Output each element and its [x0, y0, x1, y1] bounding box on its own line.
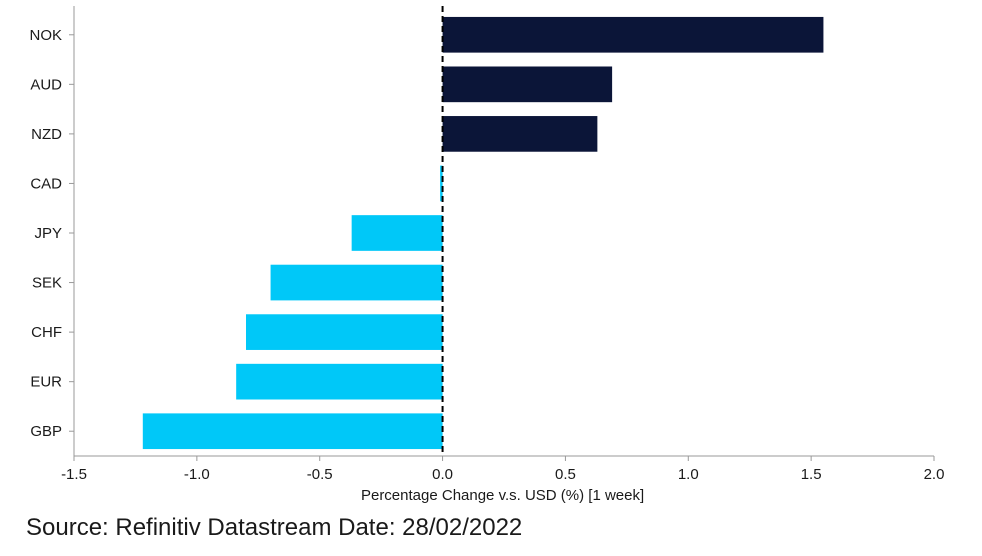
y-tick-label: CHF	[31, 324, 62, 341]
x-tick-label: 1.5	[801, 466, 822, 483]
bar-gbp	[142, 413, 443, 450]
x-tick-labels: -1.5 -1.0 -0.5 0.0 0.5 1.0 1.5 2.0	[61, 456, 944, 483]
bar-aud	[442, 66, 613, 103]
source-note: Source: Refinitiv Datastream Date: 28/02…	[26, 514, 523, 541]
x-tick-label: 2.0	[924, 466, 945, 483]
bar-jpy	[351, 215, 443, 251]
x-tick-label: 0.0	[432, 466, 453, 483]
x-tick-label: -1.5	[61, 466, 87, 483]
bar-chart: NOK AUD NZD CAD JPY SEK CHF EUR GBP -1.5 -1.0 -0.5…	[29, 6, 944, 504]
bar-nzd	[442, 116, 598, 152]
bar-sek	[270, 264, 443, 301]
bar-nok	[442, 16, 824, 53]
y-tick-label: JPY	[34, 225, 62, 242]
y-tick-labels: NOK AUD NZD CAD JPY SEK CHF EUR GBP	[29, 27, 74, 440]
y-tick-label: NZD	[31, 126, 62, 143]
bar-cad	[440, 165, 443, 202]
bar-eur	[236, 363, 443, 400]
x-tick-label: -1.0	[184, 466, 210, 483]
y-tick-label: AUD	[30, 76, 62, 93]
y-tick-label: SEK	[32, 275, 62, 292]
y-tick-label: CAD	[30, 175, 62, 192]
bar-chf	[246, 314, 443, 350]
bars-group	[142, 16, 824, 450]
x-tick-label: -0.5	[307, 466, 333, 483]
y-tick-label: NOK	[29, 27, 62, 44]
y-tick-label: GBP	[30, 423, 62, 440]
y-tick-label: EUR	[30, 374, 62, 391]
x-axis-title: Percentage Change v.s. USD (%) [1 week]	[361, 487, 644, 504]
x-tick-label: 1.0	[678, 466, 699, 483]
x-tick-label: 0.5	[555, 466, 576, 483]
